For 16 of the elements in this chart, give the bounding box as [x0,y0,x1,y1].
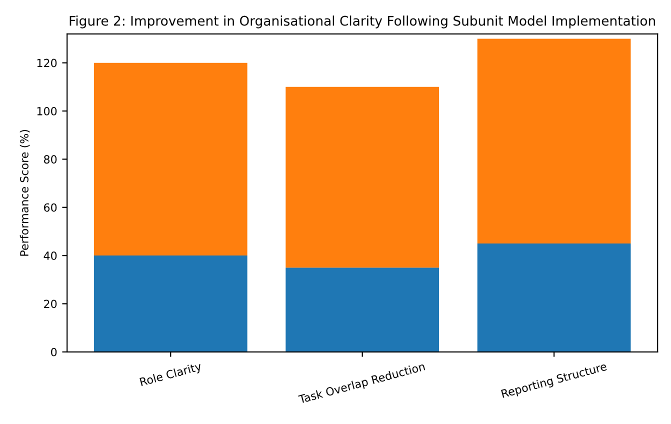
bar [286,86,440,268]
y-tick-label: 120 [37,58,57,68]
y-axis-title: Performance Score (%) [20,130,30,256]
y-tick-label: 0 [51,348,57,356]
y-tick-label: 40 [44,252,57,260]
bar [477,38,631,244]
bar [477,244,631,352]
y-tick-label: 100 [37,106,57,116]
y-tick-label: 20 [44,300,57,308]
chart-title: Figure 2: Improvement in Organisational Clarity Following Subunit Model Implementation [70,16,656,28]
y-tick-label: 60 [44,203,57,212]
bar [94,62,248,256]
bar [286,268,440,352]
y-tick-label: 80 [44,155,57,164]
x-tick-label: Role Clarity [140,362,202,388]
bar [94,256,248,352]
